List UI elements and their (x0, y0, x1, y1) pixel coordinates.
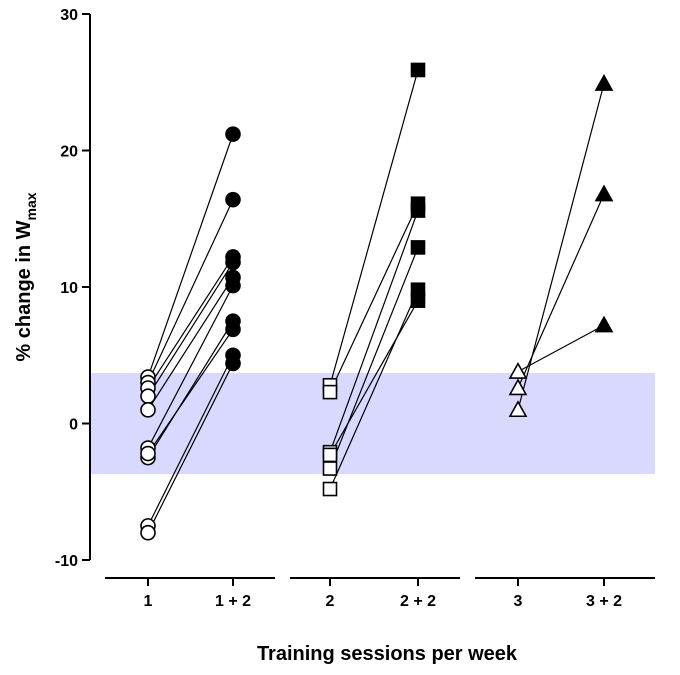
connector-line (147, 363, 234, 533)
triangle-marker (594, 315, 614, 333)
square-marker (410, 293, 426, 308)
connector-line (147, 285, 234, 449)
variation-band (90, 372, 655, 475)
y-axis-title-subscript: max (23, 192, 39, 220)
x-tick-labels: 1 1 + 2 2 2 + 2 3 3 + 2 (144, 593, 623, 610)
connector-line (329, 210, 419, 453)
triangle-marker (594, 73, 614, 91)
square-marker (322, 447, 338, 463)
connector-line (147, 354, 234, 527)
connector-line (517, 324, 605, 373)
triangle-marker (508, 378, 528, 396)
y-tick-label: 10 (60, 280, 78, 297)
triangle-marker (594, 184, 614, 202)
circle-marker (225, 191, 241, 208)
connector-line (147, 328, 234, 454)
y-axis-title: % change in Wmax (13, 192, 39, 361)
square-marker (410, 240, 426, 255)
connector-lines (147, 69, 605, 533)
x-tick-label: 3 + 2 (586, 593, 622, 610)
data-markers (140, 62, 614, 541)
triangle-marker (508, 400, 528, 418)
circle-marker (225, 254, 241, 271)
circle-marker (140, 445, 156, 462)
connector-line (147, 256, 234, 389)
x-tick-label: 1 + 2 (215, 593, 251, 610)
connector-line (147, 320, 234, 458)
square-marker (322, 481, 338, 497)
y-axis-title-main: % change in W (13, 220, 35, 361)
y-tick-label: 0 (69, 417, 78, 434)
square-marker (410, 62, 426, 78)
connector-line (329, 300, 419, 456)
y-tick-label: 20 (60, 144, 78, 161)
connector-line (329, 69, 419, 386)
x-tick-label: 1 (144, 593, 153, 610)
connector-line (329, 289, 419, 490)
x-tick-label: 3 (514, 593, 523, 610)
y-ticks: -10 0 10 20 30 (55, 7, 90, 570)
y-tick-label: 30 (60, 7, 78, 24)
circle-marker (225, 126, 241, 142)
circle-marker (225, 277, 241, 294)
x-tick-label: 2 + 2 (400, 593, 436, 610)
square-marker (322, 384, 338, 400)
connector-line (147, 199, 234, 383)
connector-line (147, 277, 234, 411)
x-axis-groups (105, 577, 655, 586)
y-tick-label: -10 (55, 553, 78, 570)
connector-line (329, 247, 419, 469)
x-axis-title: Training sessions per week (257, 643, 518, 665)
square-marker (322, 461, 338, 476)
circle-marker (140, 402, 156, 418)
circle-marker (140, 524, 156, 541)
connector-line (329, 203, 419, 393)
square-marker (410, 203, 426, 218)
connector-line (517, 83, 605, 411)
x-tick-label: 2 (326, 593, 335, 610)
triangle-marker (508, 361, 528, 379)
connector-line (147, 133, 234, 378)
circle-marker (225, 355, 241, 372)
circle-marker (140, 388, 156, 405)
connector-line (147, 262, 234, 397)
circle-marker (225, 321, 241, 338)
